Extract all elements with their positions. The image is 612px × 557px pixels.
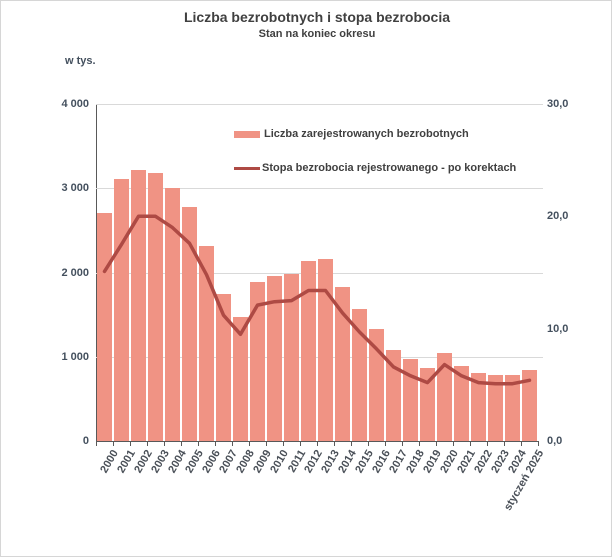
x-axis-label-2000: 2000 [98, 448, 121, 476]
bar-2006 [199, 246, 214, 441]
plot-area [96, 104, 543, 441]
x-axis-tick [147, 442, 148, 446]
x-axis-tick [334, 442, 335, 446]
right-axis-tick-label: 30,0 [547, 98, 569, 110]
x-axis-tick [130, 442, 131, 446]
x-axis-tick [232, 442, 233, 446]
x-axis-tick [419, 442, 420, 446]
legend-item-bars: Liczba zarejestrowanych bezrobotnych [234, 126, 516, 142]
bar-2015 [352, 309, 367, 441]
x-axis-tick [164, 442, 165, 446]
left-axis-tick-label: 0 [82, 435, 89, 447]
x-axis-tick [249, 442, 250, 446]
x-axis-tick [368, 442, 369, 446]
bar-2001 [114, 178, 129, 441]
x-axis-tick [181, 442, 182, 446]
x-axis-tick [96, 442, 97, 446]
x-axis-tick [215, 442, 216, 446]
line-series-swatch-icon [234, 166, 260, 170]
gridline-4000 [96, 104, 543, 105]
bar-2020 [437, 352, 452, 441]
legend-item-line: Stopa bezrobocia rejestrowanego - po kor… [234, 160, 516, 176]
left-axis-tick-label: 4 000 [61, 98, 89, 110]
bar-2013 [318, 259, 333, 441]
left-axis-tick-label: 1 000 [61, 350, 89, 363]
legend-label-bars: Liczba zarejestrowanych bezrobotnych [264, 128, 469, 140]
bar-series-swatch-icon [234, 130, 260, 138]
title-block: Liczba bezrobotnych i stopa bezrobocia S… [96, 9, 538, 40]
bar-2008 [233, 316, 248, 441]
chart-subtitle: Stan na koniec okresu [258, 28, 376, 40]
unemployment-rate-line [102, 214, 532, 386]
x-axis-tick [283, 442, 284, 446]
bar-2018 [403, 359, 418, 441]
left-axis-unit-label: w tys. [65, 55, 96, 67]
x-axis-tick [487, 442, 488, 446]
bar-2002 [131, 169, 146, 441]
x-axis-tick [504, 442, 505, 446]
left-axis-tick-label: 2 000 [61, 266, 89, 279]
x-axis-tick [198, 442, 199, 446]
bar-2011 [284, 273, 299, 441]
legend: Liczba zarejestrowanych bezrobotnych Sto… [234, 126, 516, 194]
bar-2009 [250, 281, 265, 441]
x-axis-tick [402, 442, 403, 446]
x-axis-tick [113, 442, 114, 446]
bar-2022 [471, 372, 486, 441]
bar-2010 [267, 276, 282, 441]
bar-2023 [488, 374, 503, 441]
bar-2019 [420, 368, 435, 441]
x-axis-tick [538, 442, 539, 446]
bar-2012 [301, 260, 316, 441]
bar-2005 [182, 207, 197, 441]
x-axis-tick [436, 442, 437, 446]
x-axis-tick [470, 442, 471, 446]
x-axis-tick [521, 442, 522, 446]
bar-2000 [97, 213, 112, 441]
bar-2004 [165, 188, 180, 441]
bar-styczeń 2025 [522, 370, 537, 441]
right-axis-tick-label: 20,0 [547, 210, 569, 223]
bar-2024 [505, 374, 520, 441]
x-axis-tick [317, 442, 318, 446]
right-axis-tick-label: 10,0 [547, 322, 569, 335]
bar-2014 [335, 287, 350, 441]
gridline-3000 [96, 188, 543, 190]
bar-2003 [148, 173, 163, 441]
x-axis-tick [385, 442, 386, 446]
x-axis-tick [266, 442, 267, 446]
right-axis-tick-label: 0,0 [547, 435, 563, 447]
x-axis-tick [351, 442, 352, 446]
chart-title: Liczba bezrobotnych i stopa bezrobocia [183, 9, 451, 25]
bar-2017 [386, 349, 401, 441]
bar-2016 [369, 328, 384, 441]
x-axis-tick [453, 442, 454, 446]
bottom-axis-line [96, 441, 539, 442]
left-axis-tick-label: 3 000 [61, 182, 89, 195]
legend-label-line: Stopa bezrobocia rejestrowanego - po kor… [262, 162, 517, 174]
bar-2021 [454, 365, 469, 441]
x-axis-tick [300, 442, 301, 446]
bar-2007 [216, 293, 231, 441]
